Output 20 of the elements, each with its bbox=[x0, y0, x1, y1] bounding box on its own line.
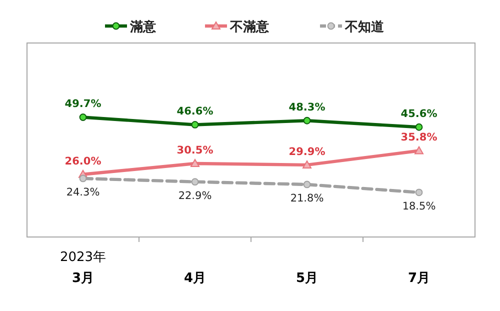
data-label: 26.0% bbox=[64, 155, 102, 168]
data-label: 21.8% bbox=[290, 192, 324, 204]
x-tick-label: 4月 bbox=[184, 271, 206, 286]
data-label: 49.7% bbox=[64, 98, 102, 110]
legend-label: 不知道 bbox=[344, 20, 385, 35]
data-label: 48.3% bbox=[288, 102, 326, 114]
legend-label: 滿意 bbox=[129, 19, 157, 35]
data-label: 24.3% bbox=[66, 186, 100, 198]
data-label: 46.6% bbox=[176, 106, 214, 118]
x-tick-label: 7月 bbox=[408, 271, 430, 286]
legend-label: 不滿意 bbox=[229, 19, 270, 35]
data-label: 35.8% bbox=[400, 132, 438, 144]
data-label: 18.5% bbox=[402, 200, 436, 212]
data-label: 22.9% bbox=[178, 190, 212, 202]
x-tick-label: 5月 bbox=[296, 271, 318, 286]
data-label: 45.6% bbox=[400, 108, 438, 120]
text: 2023年 bbox=[60, 250, 106, 265]
x-tick-label: 3月 bbox=[72, 271, 94, 286]
data-label: 29.9% bbox=[288, 146, 326, 158]
data-label: 30.5% bbox=[176, 144, 214, 157]
